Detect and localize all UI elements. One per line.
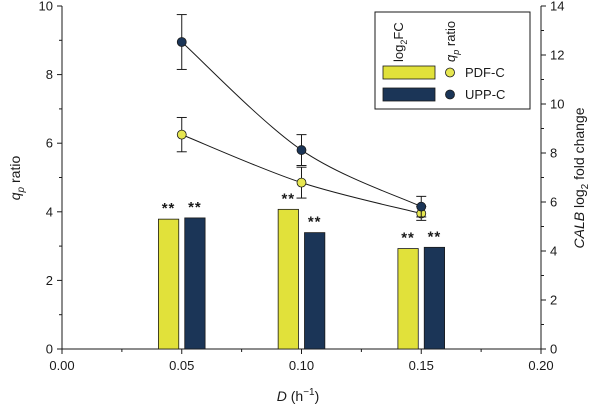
significance-label: ** (188, 199, 202, 216)
point-pdf-c (296, 177, 307, 188)
bar-pdf-c (277, 208, 299, 350)
significance-label: ** (308, 214, 322, 231)
y-right-tick-label: 12 (550, 48, 564, 63)
x-tick-label: 0.20 (528, 358, 553, 373)
legend-bar-swatch-pdf (382, 65, 436, 80)
bar-pdf-c (397, 248, 419, 350)
points-group (176, 14, 427, 221)
y-right-tick-label: 14 (550, 0, 564, 14)
y-left-tick-label: 8 (46, 67, 53, 82)
bar-upp-c (423, 246, 446, 350)
y-right-tick-label: 6 (550, 195, 557, 210)
y-right-tick-label: 10 (550, 97, 564, 112)
x-tick-label: 0.00 (49, 358, 74, 373)
y-right-tick-label: 4 (550, 244, 557, 259)
significance-label: ** (401, 230, 415, 247)
y-left-tick-label: 0 (46, 342, 53, 357)
point-upp-c (176, 37, 187, 47)
bar-upp-c (184, 217, 206, 350)
significance-label: ** (428, 228, 442, 245)
legend-bar-swatch-upp (382, 87, 436, 102)
significance-label: ** (162, 200, 176, 217)
legend-point-swatch-upp (445, 89, 455, 100)
y-left-tick-label: 2 (46, 273, 53, 288)
significance-label: ** (281, 190, 295, 207)
y-left-axis-title: qp ratio (7, 156, 27, 201)
legend-point-swatch-pdf (445, 67, 455, 78)
y-right-tick-label: 8 (550, 146, 557, 161)
legend-header-points: qp ratio (443, 21, 461, 62)
legend-label-pdf: PDF-C (465, 65, 505, 80)
legend-header-bars: log2FC (391, 22, 409, 62)
axes-group (57, 5, 546, 354)
legend-label-upp: UPP-C (465, 87, 505, 102)
point-pdf-c (176, 129, 187, 140)
x-axis-title: D (h−1) (277, 387, 320, 404)
x-tick-label: 0.05 (169, 358, 194, 373)
significance-labels: ** ** ** ** ** ** (162, 190, 442, 247)
y-left-tick-label: 4 (46, 204, 53, 219)
y-left-tick-label: 6 (46, 136, 53, 151)
bars-group (157, 208, 446, 350)
y-right-tick-label: 0 (550, 342, 557, 357)
x-tick-label: 0.15 (409, 358, 434, 373)
legend: log2FC qp ratio PDF-C UPP-C (374, 11, 531, 110)
y-right-tick-label: 2 (550, 293, 557, 308)
bar-pdf-c (157, 218, 180, 350)
point-upp-c (416, 201, 427, 212)
y-right-axis-title: CALB log2 fold change (571, 107, 591, 248)
point-upp-c (296, 145, 307, 155)
bar-upp-c (304, 232, 326, 350)
y-left-tick-label: 10 (39, 0, 53, 14)
x-tick-label: 0.10 (289, 358, 314, 373)
